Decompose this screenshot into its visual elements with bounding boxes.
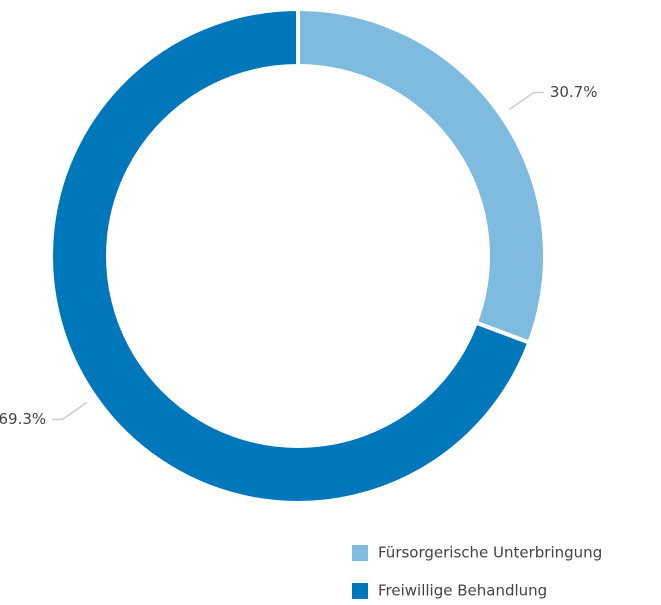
legend-label: Freiwillige Behandlung: [378, 582, 547, 600]
leader-line: [52, 401, 88, 421]
data-label: 30.7%: [550, 83, 598, 101]
leader-line: [508, 91, 544, 111]
slice: [49, 6, 532, 505]
legend-swatch: [352, 583, 368, 599]
legend-label: Fürsorgerische Unterbringung: [378, 544, 602, 562]
slice: [296, 6, 547, 346]
data-label: 69.3%: [0, 410, 46, 428]
legend-swatch: [352, 545, 368, 561]
